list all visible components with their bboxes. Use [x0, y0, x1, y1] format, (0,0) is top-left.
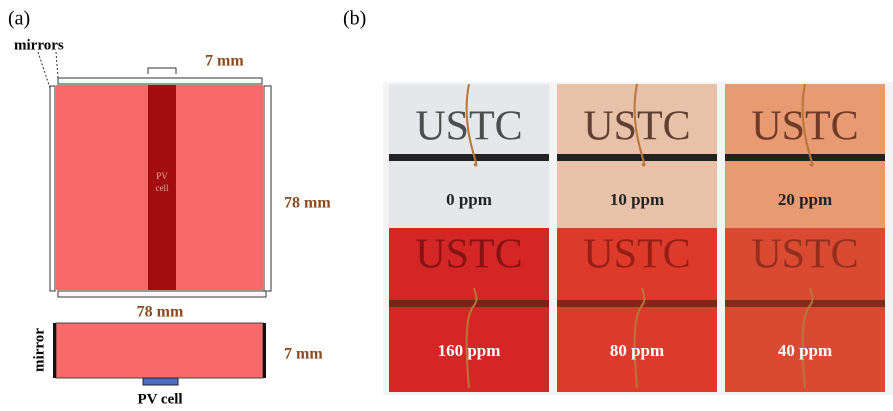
electrode	[725, 154, 885, 161]
sample-label: 40 ppm	[778, 341, 832, 360]
dimension-label: 7 mm	[205, 53, 244, 70]
sample-label: 20 ppm	[778, 190, 832, 209]
strip-label: cell	[156, 183, 169, 193]
concentrator	[56, 323, 263, 378]
dimension-label: 78 mm	[284, 195, 331, 212]
mirror	[58, 291, 266, 297]
electrode	[389, 300, 549, 307]
sample-text: USTC	[415, 232, 522, 278]
label: mirror	[31, 328, 47, 372]
sample-text: USTC	[583, 232, 690, 278]
electrode	[389, 154, 549, 161]
dimension	[148, 68, 176, 74]
sample-text: USTC	[751, 232, 858, 278]
label: PV cell	[137, 391, 182, 407]
strip-label: PV	[156, 171, 168, 181]
label: mirrors	[14, 37, 64, 53]
figure: (a) (b) PV cell mirrors 7 mm 78 mm 78 mm…	[0, 0, 893, 411]
electrode	[725, 300, 885, 307]
mirror	[50, 86, 55, 291]
electrode	[557, 154, 717, 161]
panel-tag: (a)	[8, 8, 30, 30]
side-view: mirror 7 mm PV cell	[31, 323, 323, 407]
dimension-label: 78 mm	[137, 304, 184, 321]
panel-tag: (b)	[343, 8, 366, 30]
sample-label: 0 ppm	[446, 190, 492, 209]
sample-label: 10 ppm	[610, 190, 664, 209]
sample-label: 160 ppm	[438, 341, 501, 360]
electrode	[557, 300, 717, 307]
pv-cell	[143, 378, 178, 385]
sample-text: USTC	[751, 104, 858, 150]
dimension-label: 7 mm	[284, 346, 323, 363]
mirror	[58, 78, 262, 84]
sample-text: USTC	[415, 104, 522, 150]
top-view: PV cell mirrors 7 mm 78 mm 78 mm	[14, 37, 331, 320]
mirror	[263, 323, 266, 378]
mirror	[53, 323, 56, 378]
sample-label: 80 ppm	[610, 341, 664, 360]
photo: USTC 0 ppm USTC 10 ppm USTC 20 ppm USTC 160 ppm…	[383, 82, 893, 395]
pointer	[38, 52, 58, 88]
mirror	[264, 86, 271, 291]
sample-text: USTC	[583, 104, 690, 150]
